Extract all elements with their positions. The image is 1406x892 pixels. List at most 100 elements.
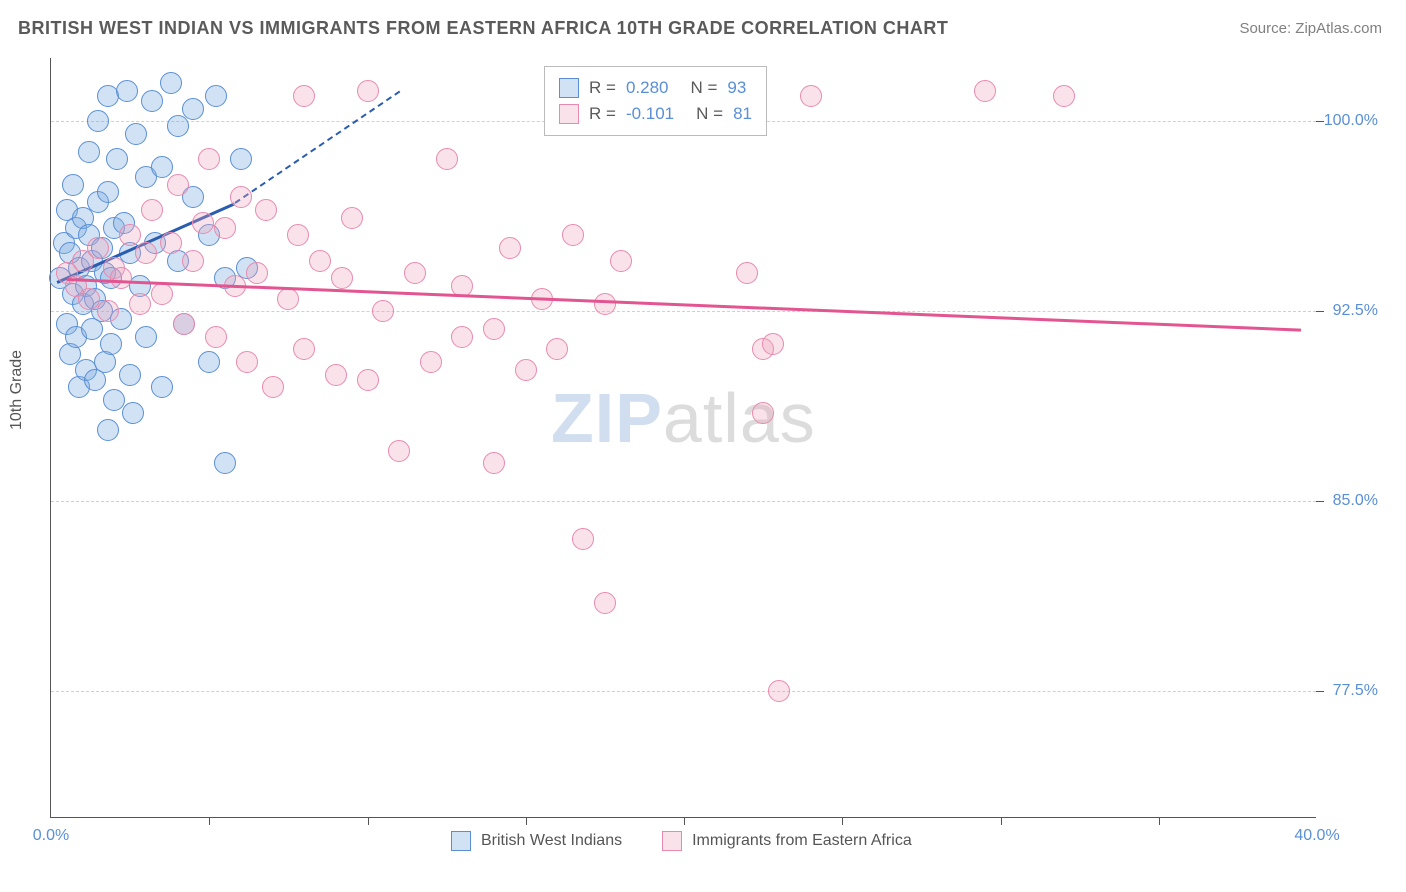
data-point — [404, 262, 426, 284]
data-point — [160, 232, 182, 254]
x-tick — [1001, 817, 1002, 825]
legend-label: British West Indians — [481, 832, 622, 850]
data-point — [325, 364, 347, 386]
series-swatch — [559, 104, 579, 124]
legend-item: Immigrants from Eastern Africa — [662, 831, 912, 851]
x-tick-label: 0.0% — [33, 827, 69, 845]
y-axis-label: 10th Grade — [8, 350, 26, 430]
data-point — [214, 452, 236, 474]
watermark-atlas: atlas — [663, 379, 816, 457]
x-tick — [842, 817, 843, 825]
data-point — [151, 376, 173, 398]
data-point — [87, 110, 109, 132]
data-point — [167, 174, 189, 196]
data-point — [182, 250, 204, 272]
data-point — [198, 148, 220, 170]
data-point — [752, 402, 774, 424]
data-point — [736, 262, 758, 284]
stat-n-label: N = — [690, 75, 717, 101]
data-point — [151, 156, 173, 178]
data-point — [610, 250, 632, 272]
legend-item: British West Indians — [451, 831, 622, 851]
data-point — [103, 389, 125, 411]
data-point — [562, 224, 584, 246]
data-point — [594, 293, 616, 315]
y-tick — [1316, 501, 1324, 502]
data-point — [97, 419, 119, 441]
data-point — [230, 186, 252, 208]
x-tick — [526, 817, 527, 825]
data-point — [372, 300, 394, 322]
x-tick — [209, 817, 210, 825]
data-point — [499, 237, 521, 259]
data-point — [800, 85, 822, 107]
legend-label: Immigrants from Eastern Africa — [692, 832, 912, 850]
data-point — [173, 313, 195, 335]
y-tick-label: 92.5% — [1333, 302, 1378, 320]
data-point — [119, 224, 141, 246]
data-point — [768, 680, 790, 702]
data-point — [246, 262, 268, 284]
data-point — [293, 338, 315, 360]
data-point — [762, 333, 784, 355]
data-point — [262, 376, 284, 398]
data-point — [78, 141, 100, 163]
y-tick — [1316, 691, 1324, 692]
data-point — [309, 250, 331, 272]
data-point — [341, 207, 363, 229]
stat-r-label: R = — [589, 101, 616, 127]
gridline — [51, 691, 1316, 692]
data-point — [87, 237, 109, 259]
x-tick — [368, 817, 369, 825]
watermark: ZIPatlas — [551, 378, 816, 458]
data-point — [483, 452, 505, 474]
trend-line-dashed — [234, 91, 400, 204]
bottom-legend: British West Indians Immigrants from East… — [451, 831, 912, 851]
data-point — [357, 369, 379, 391]
source-label: Source: ZipAtlas.com — [1239, 20, 1382, 37]
data-point — [110, 267, 132, 289]
data-point — [483, 318, 505, 340]
data-point — [97, 181, 119, 203]
data-point — [420, 351, 442, 373]
data-point — [198, 351, 220, 373]
data-point — [572, 528, 594, 550]
data-point — [331, 267, 353, 289]
stats-row: R = 0.280N = 93 — [559, 75, 752, 101]
x-tick — [1159, 817, 1160, 825]
x-tick — [684, 817, 685, 825]
data-point — [277, 288, 299, 310]
data-point — [141, 90, 163, 112]
x-tick-label: 40.0% — [1294, 827, 1339, 845]
chart-title: BRITISH WEST INDIAN VS IMMIGRANTS FROM E… — [18, 18, 948, 39]
data-point — [160, 72, 182, 94]
data-point — [594, 592, 616, 614]
data-point — [255, 199, 277, 221]
y-tick — [1316, 121, 1324, 122]
y-tick-label: 77.5% — [1333, 682, 1378, 700]
stat-r-label: R = — [589, 75, 616, 101]
data-point — [205, 85, 227, 107]
data-point — [116, 80, 138, 102]
data-point — [546, 338, 568, 360]
data-point — [100, 333, 122, 355]
stats-legend: R = 0.280N = 93R = -0.101N = 81 — [544, 66, 767, 136]
data-point — [125, 123, 147, 145]
data-point — [151, 283, 173, 305]
data-point — [182, 98, 204, 120]
data-point — [230, 148, 252, 170]
data-point — [293, 85, 315, 107]
stat-r-value: 0.280 — [626, 75, 669, 101]
data-point — [122, 402, 144, 424]
data-point — [388, 440, 410, 462]
data-point — [192, 212, 214, 234]
data-point — [436, 148, 458, 170]
data-point — [129, 293, 151, 315]
y-tick-label: 85.0% — [1333, 492, 1378, 510]
data-point — [62, 174, 84, 196]
stat-r-value: -0.101 — [626, 101, 674, 127]
data-point — [135, 242, 157, 264]
data-point — [451, 326, 473, 348]
data-point — [119, 364, 141, 386]
data-point — [141, 199, 163, 221]
